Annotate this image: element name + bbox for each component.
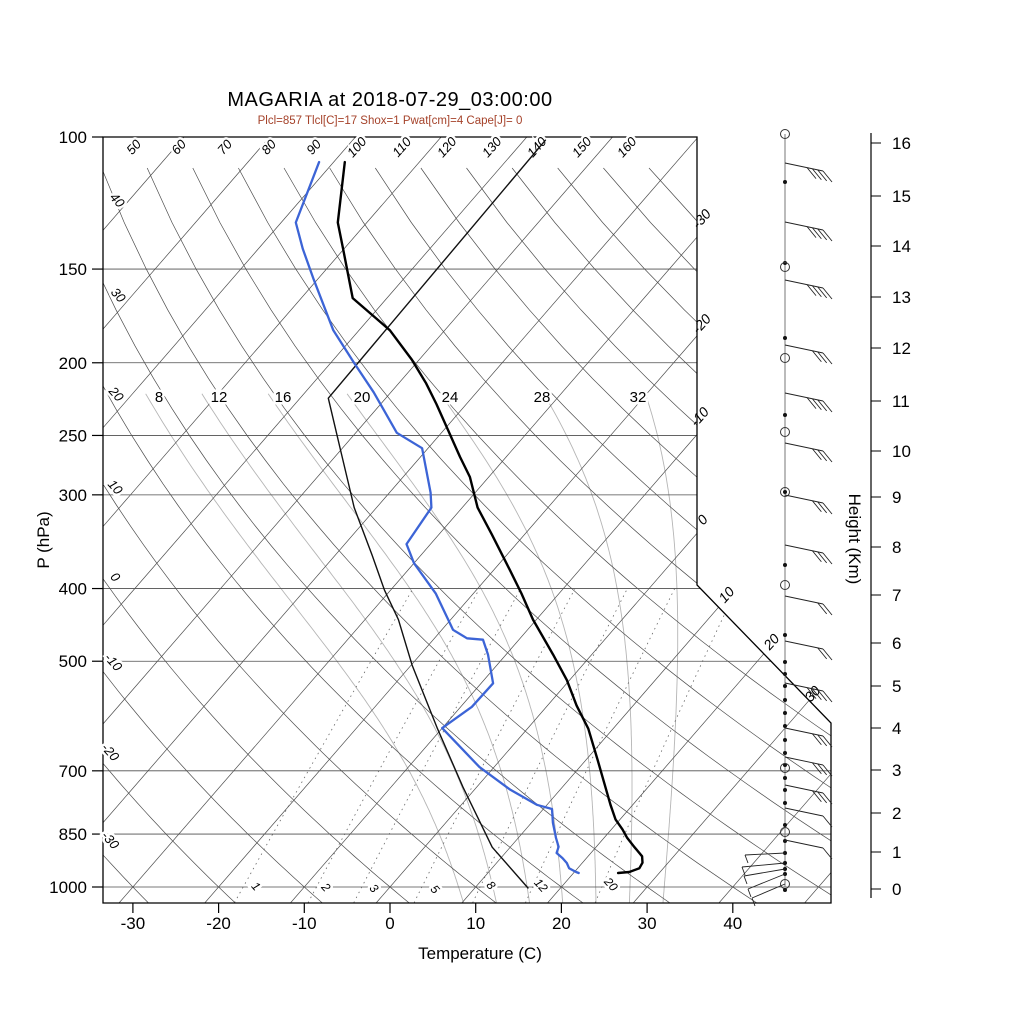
pressure-tick-label: 400 xyxy=(59,580,87,599)
temperature-tick-label: 0 xyxy=(385,914,394,933)
dry-adiabat-label: 50 xyxy=(123,136,144,157)
height-tick-label: 1 xyxy=(892,843,901,862)
height-tick-label: 12 xyxy=(892,339,911,358)
pressure-tick-label: 150 xyxy=(59,260,87,279)
moist-adiabat-label: 12 xyxy=(211,389,228,406)
height-tick-label: 15 xyxy=(892,187,911,206)
isotherm-label: 0 xyxy=(694,511,711,528)
temperature-tick-label: 10 xyxy=(466,914,485,933)
temperature-profile xyxy=(336,160,644,875)
temperature-tick-label: 30 xyxy=(638,914,657,933)
height-tick-label: 13 xyxy=(892,288,911,307)
isotherm-label: -30 xyxy=(689,206,715,232)
dry-adiabat-label: -20 xyxy=(98,740,122,765)
chart-subtitle: Plcl=857 Tlcl[C]=17 Shox=1 Pwat[cm]=4 Ca… xyxy=(257,115,523,127)
pressure-tick-label: 700 xyxy=(59,762,87,781)
dewpoint-profile xyxy=(294,160,580,875)
temperature-tick-label: -30 xyxy=(121,914,146,933)
moist-adiabat-label: 24 xyxy=(442,389,459,406)
height-tick-label: 6 xyxy=(892,634,901,653)
moist-adiabat-label: 28 xyxy=(534,389,551,406)
pressure-tick-label: 100 xyxy=(59,128,87,147)
temperature-tick-label: 40 xyxy=(723,914,742,933)
dry-adiabat-label: -10 xyxy=(101,650,125,675)
dry-adiabat-label: 40 xyxy=(107,190,128,211)
moist-adiabat-label: 20 xyxy=(354,389,371,406)
temperature-tick-label: -20 xyxy=(206,914,231,933)
pressure-tick-label: 1000 xyxy=(49,878,87,897)
isotherm-label: 10 xyxy=(715,583,737,605)
height-tick-label: 10 xyxy=(892,442,911,461)
moist-adiabat-label: 8 xyxy=(155,389,163,406)
dry-adiabat-label: 20 xyxy=(105,383,127,405)
mixing-ratio-label: 3 xyxy=(367,881,382,896)
pressure-tick-label: 200 xyxy=(59,354,87,373)
height-tick-label: 0 xyxy=(892,880,901,899)
pressure-tick-label: 250 xyxy=(59,426,87,445)
dry-adiabat-label: 80 xyxy=(258,136,279,157)
height-tick-label: 11 xyxy=(892,392,910,411)
profiles xyxy=(294,139,644,889)
pressure-tick-label: 300 xyxy=(59,486,87,505)
temperature-tick-label: 20 xyxy=(552,914,571,933)
height-tick-label: 8 xyxy=(892,538,901,557)
chart-title: MAGARIA at 2018-07-29_03:00:00 xyxy=(227,89,553,111)
height-tick-label: 16 xyxy=(892,134,911,153)
isotherm-label: -20 xyxy=(689,311,715,337)
moist-adiabat-label: 32 xyxy=(630,389,647,406)
isotherm-label: -10 xyxy=(687,404,713,430)
height-tick-label: 3 xyxy=(892,761,901,780)
mixing-ratio-label: 5 xyxy=(428,882,443,897)
height-tick-label: 7 xyxy=(892,586,901,605)
dry-adiabat-label: -30 xyxy=(98,828,122,853)
dry-adiabat-label: 90 xyxy=(303,136,324,157)
dry-adiabat-label: 0 xyxy=(107,569,124,585)
height-axis-title: Height (Km) xyxy=(845,493,864,585)
parcel-profile xyxy=(327,139,547,889)
mixing-ratio-label: 8 xyxy=(484,878,499,893)
temperature-axis-title: Temperature (C) xyxy=(418,944,542,963)
isotherm-label: 20 xyxy=(759,630,782,653)
plot-border xyxy=(102,136,832,904)
dry-adiabat-label: 60 xyxy=(168,136,189,157)
mixing-ratio-label: 12 xyxy=(531,876,551,896)
dry-adiabat-label: 70 xyxy=(214,136,235,157)
height-tick-label: 5 xyxy=(892,677,901,696)
height-tick-label: 9 xyxy=(892,488,901,507)
mixing-ratio-label: 1 xyxy=(249,879,264,893)
temperature-tick-label: -10 xyxy=(292,914,317,933)
height-tick-label: 2 xyxy=(892,804,901,823)
pressure-tick-label: 500 xyxy=(59,652,87,671)
moist-adiabat-label: 16 xyxy=(275,389,292,406)
pressure-tick-label: 850 xyxy=(59,825,87,844)
mixing-ratio-label: 20 xyxy=(601,874,621,894)
height-tick-label: 14 xyxy=(892,237,911,256)
background-labels: 50 60 70 80 90 100 110 120 130 140 150 160403020100… xyxy=(96,131,824,899)
height-tick-label: 4 xyxy=(892,719,901,738)
pressure-axis-title: P (hPa) xyxy=(34,511,53,569)
wind-barbs xyxy=(741,129,833,907)
